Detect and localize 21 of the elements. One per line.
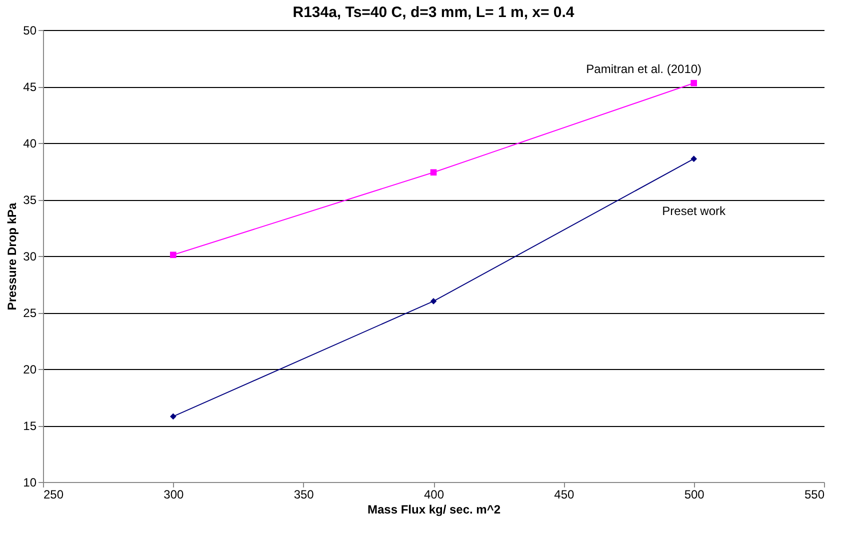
y-tick-label: 40 bbox=[23, 136, 37, 150]
y-axis-title: Pressure Drop kPa bbox=[5, 202, 20, 310]
series-label: Pamitran et al. (2010) bbox=[586, 62, 702, 76]
y-tick-label: 35 bbox=[23, 193, 37, 207]
y-tick-label: 10 bbox=[23, 476, 37, 490]
y-tick-label: 20 bbox=[23, 362, 37, 376]
x-tick-label: 550 bbox=[804, 488, 825, 502]
y-tick-label: 45 bbox=[23, 80, 37, 94]
y-tick-label: 15 bbox=[23, 419, 37, 433]
text: Preset work bbox=[662, 204, 727, 218]
y-tick-label: 25 bbox=[23, 306, 37, 320]
x-axis-title: Mass Flux kg/ sec. m^2 bbox=[367, 502, 501, 516]
y-tick-label: 30 bbox=[23, 250, 37, 264]
x-tick-label: 350 bbox=[294, 488, 314, 502]
x-tick-label: 300 bbox=[164, 488, 184, 502]
x-tick-label: 250 bbox=[44, 488, 64, 502]
chart-title: R134a, Ts=40 C, d=3 mm, L= 1 m, x= 0.4 bbox=[292, 4, 575, 21]
x-tick-label: 400 bbox=[424, 488, 444, 502]
x-tick-label: 500 bbox=[684, 488, 705, 502]
y-tick-label: 50 bbox=[23, 24, 37, 38]
x-tick-label: 450 bbox=[554, 488, 574, 502]
